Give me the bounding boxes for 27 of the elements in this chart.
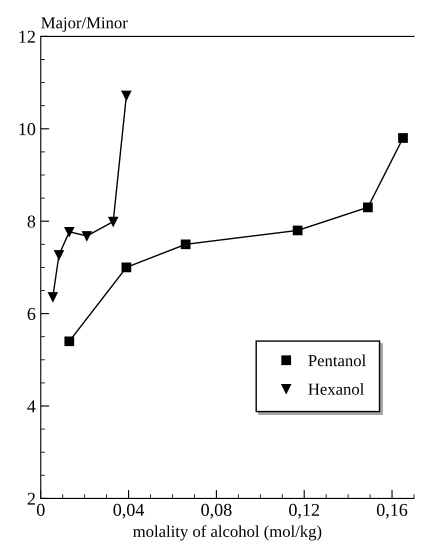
y-tick-label: 8 (28, 215, 36, 228)
legend-label: Hexanol (308, 383, 364, 395)
y-tick-label: 2 (28, 492, 35, 505)
point (398, 133, 408, 143)
point (64, 336, 74, 346)
x-tick-label: 0,04 (113, 504, 144, 519)
point (48, 292, 58, 302)
point (122, 262, 132, 272)
x-tick-label: 0,08 (201, 504, 232, 519)
x-axis-title: molality of alcohol (mol/kg) (133, 525, 322, 541)
y-tick-label: 12 (19, 30, 35, 43)
point (82, 231, 92, 241)
y-tick-label: 6 (28, 308, 36, 320)
point (108, 216, 118, 227)
x-tick-label: 0 (36, 504, 45, 516)
point (54, 250, 64, 260)
y-tick-label: 4 (27, 400, 36, 412)
x-tick-label: 0,16 (376, 504, 408, 519)
point (180, 239, 191, 250)
point (64, 226, 74, 237)
point (122, 90, 132, 100)
legend-label: Pentanol (308, 354, 366, 366)
y-tick-label: 10 (19, 123, 36, 136)
x-tick-label: 0,12 (289, 504, 320, 519)
point (292, 226, 302, 236)
point (363, 202, 373, 212)
y-axis-title: Major/Minor (41, 17, 128, 32)
